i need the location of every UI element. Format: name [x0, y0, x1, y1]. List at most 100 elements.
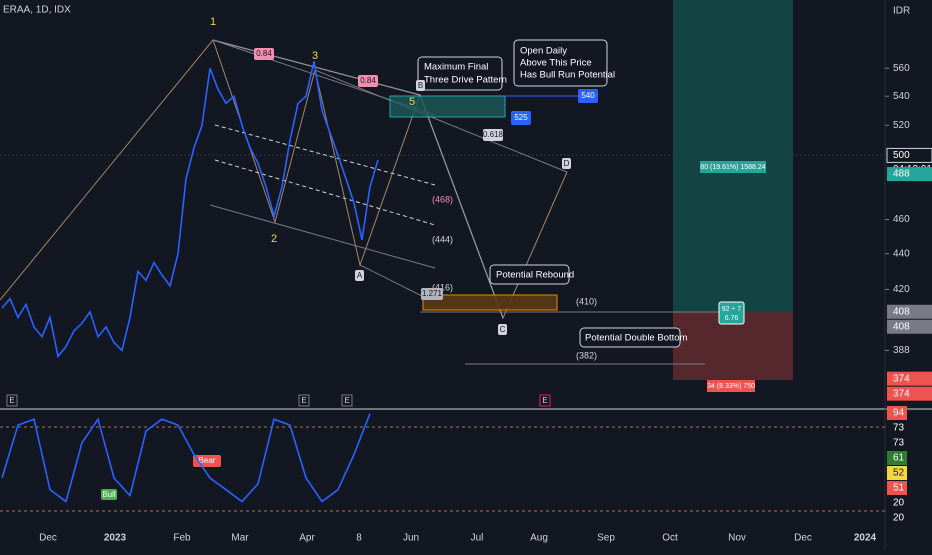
x-tick-label: 8 [356, 533, 362, 544]
osc-badge [887, 481, 907, 495]
price-badge [887, 304, 932, 319]
osc-label: 52 [893, 468, 905, 479]
x-tick-label: Sep [597, 533, 615, 544]
note-box [489, 264, 570, 285]
note: Maximum Final Three Drive Pattern Open D… [417, 39, 688, 348]
level: 540 [581, 91, 595, 100]
ratio-badge [254, 48, 274, 60]
price-badge-label: 408 [893, 321, 910, 332]
x-tick-label: Nov [728, 533, 746, 544]
price-badge-label: 408 [893, 306, 910, 317]
osc-label: 51 [893, 483, 905, 494]
signal: Bull [102, 490, 116, 499]
osc-badge [887, 436, 907, 450]
level: (416) [432, 282, 453, 292]
currency: IDR [893, 6, 910, 17]
fib-badge [421, 288, 443, 300]
ratio-badge [358, 75, 378, 87]
point-badge [416, 80, 425, 91]
signal: Bear [199, 456, 216, 465]
event: E [542, 396, 547, 405]
y-tick-label: 540 [893, 91, 910, 102]
osc-badge [887, 496, 907, 510]
level-badge [578, 89, 598, 103]
price-badge [887, 319, 932, 334]
trend [314, 69, 568, 173]
level: (444) [432, 234, 453, 244]
point-badge [562, 158, 571, 169]
fib-badge [483, 129, 503, 141]
point-badge [498, 324, 507, 335]
trend [214, 124, 436, 186]
point-badge [355, 270, 364, 281]
level: (382) [576, 350, 597, 360]
x-tick-label: 2023 [104, 533, 127, 544]
price-line [1, 61, 379, 359]
price-badge-label: 374 [893, 388, 910, 399]
osc-badge [887, 511, 907, 525]
x-tick-label: Aug [530, 533, 548, 544]
note-line: Has Bull Run Potential [520, 70, 615, 81]
x-tick-label: Jul [471, 533, 484, 544]
price-badge [887, 371, 932, 386]
osc-label: 73 [893, 438, 905, 449]
y-tick-label: 520 [893, 120, 910, 131]
price-line [1, 413, 371, 503]
wave-label: 1 [210, 16, 216, 28]
y-tick-label: 560 [893, 63, 910, 74]
osc-badge [887, 451, 907, 465]
target-badge [700, 161, 766, 173]
point: B [418, 81, 423, 90]
y-tick-label: 420 [893, 284, 910, 295]
wave-label: 3 [312, 50, 318, 62]
note-line: Potential Double Bottom [585, 333, 688, 344]
point: D [564, 159, 570, 168]
x-tick-label: 2024 [854, 533, 877, 544]
level: (410) [576, 296, 597, 306]
x-tick-label: Feb [173, 533, 191, 544]
event-badge [539, 394, 551, 407]
wave-label: 5 [409, 96, 415, 108]
level: 525 [514, 113, 528, 122]
point: C [500, 325, 506, 334]
level-badge [511, 111, 531, 125]
osc-label: 61 [893, 453, 905, 464]
ratio: 0.84 [256, 49, 272, 58]
symbol: ERAA, 1D, IDX [3, 5, 71, 16]
note-box [579, 327, 681, 348]
price-badge-label: 374 [893, 373, 910, 384]
ratio-box [718, 301, 745, 325]
event: E [344, 396, 349, 405]
osc-label: 20 [893, 498, 905, 509]
fib: 1.271 [422, 289, 443, 298]
osc-badge [887, 466, 907, 480]
event-badge [341, 394, 353, 407]
price-badge [887, 167, 932, 182]
stop-badge [707, 380, 755, 392]
wave-label: 2 [271, 233, 277, 245]
note-box [417, 56, 503, 91]
osc-label: 94 [893, 408, 905, 419]
level: (468) [432, 194, 453, 204]
event-badge [298, 394, 310, 407]
note-line: Above This Price [520, 58, 592, 69]
y-tick-label: 460 [893, 214, 910, 225]
price-badge-label: 488 [893, 169, 910, 180]
pattern [0, 38, 720, 365]
y-tick-label: 388 [893, 345, 910, 356]
trend [209, 204, 436, 269]
event: E [301, 396, 306, 405]
signal-badge [101, 489, 117, 500]
fib: 0.618 [483, 130, 504, 139]
osc-label: 73 [893, 423, 905, 434]
ratio-line: 92 ÷ 7 [722, 306, 742, 313]
price-badge [887, 386, 932, 401]
target-zone [673, 0, 793, 312]
x-tick-label: Mar [231, 533, 249, 544]
osc-badge [887, 406, 907, 420]
osc-badge [887, 421, 907, 435]
ratio: 0.84 [360, 76, 376, 85]
note-box [513, 39, 608, 87]
osc-label: 20 [893, 513, 905, 524]
